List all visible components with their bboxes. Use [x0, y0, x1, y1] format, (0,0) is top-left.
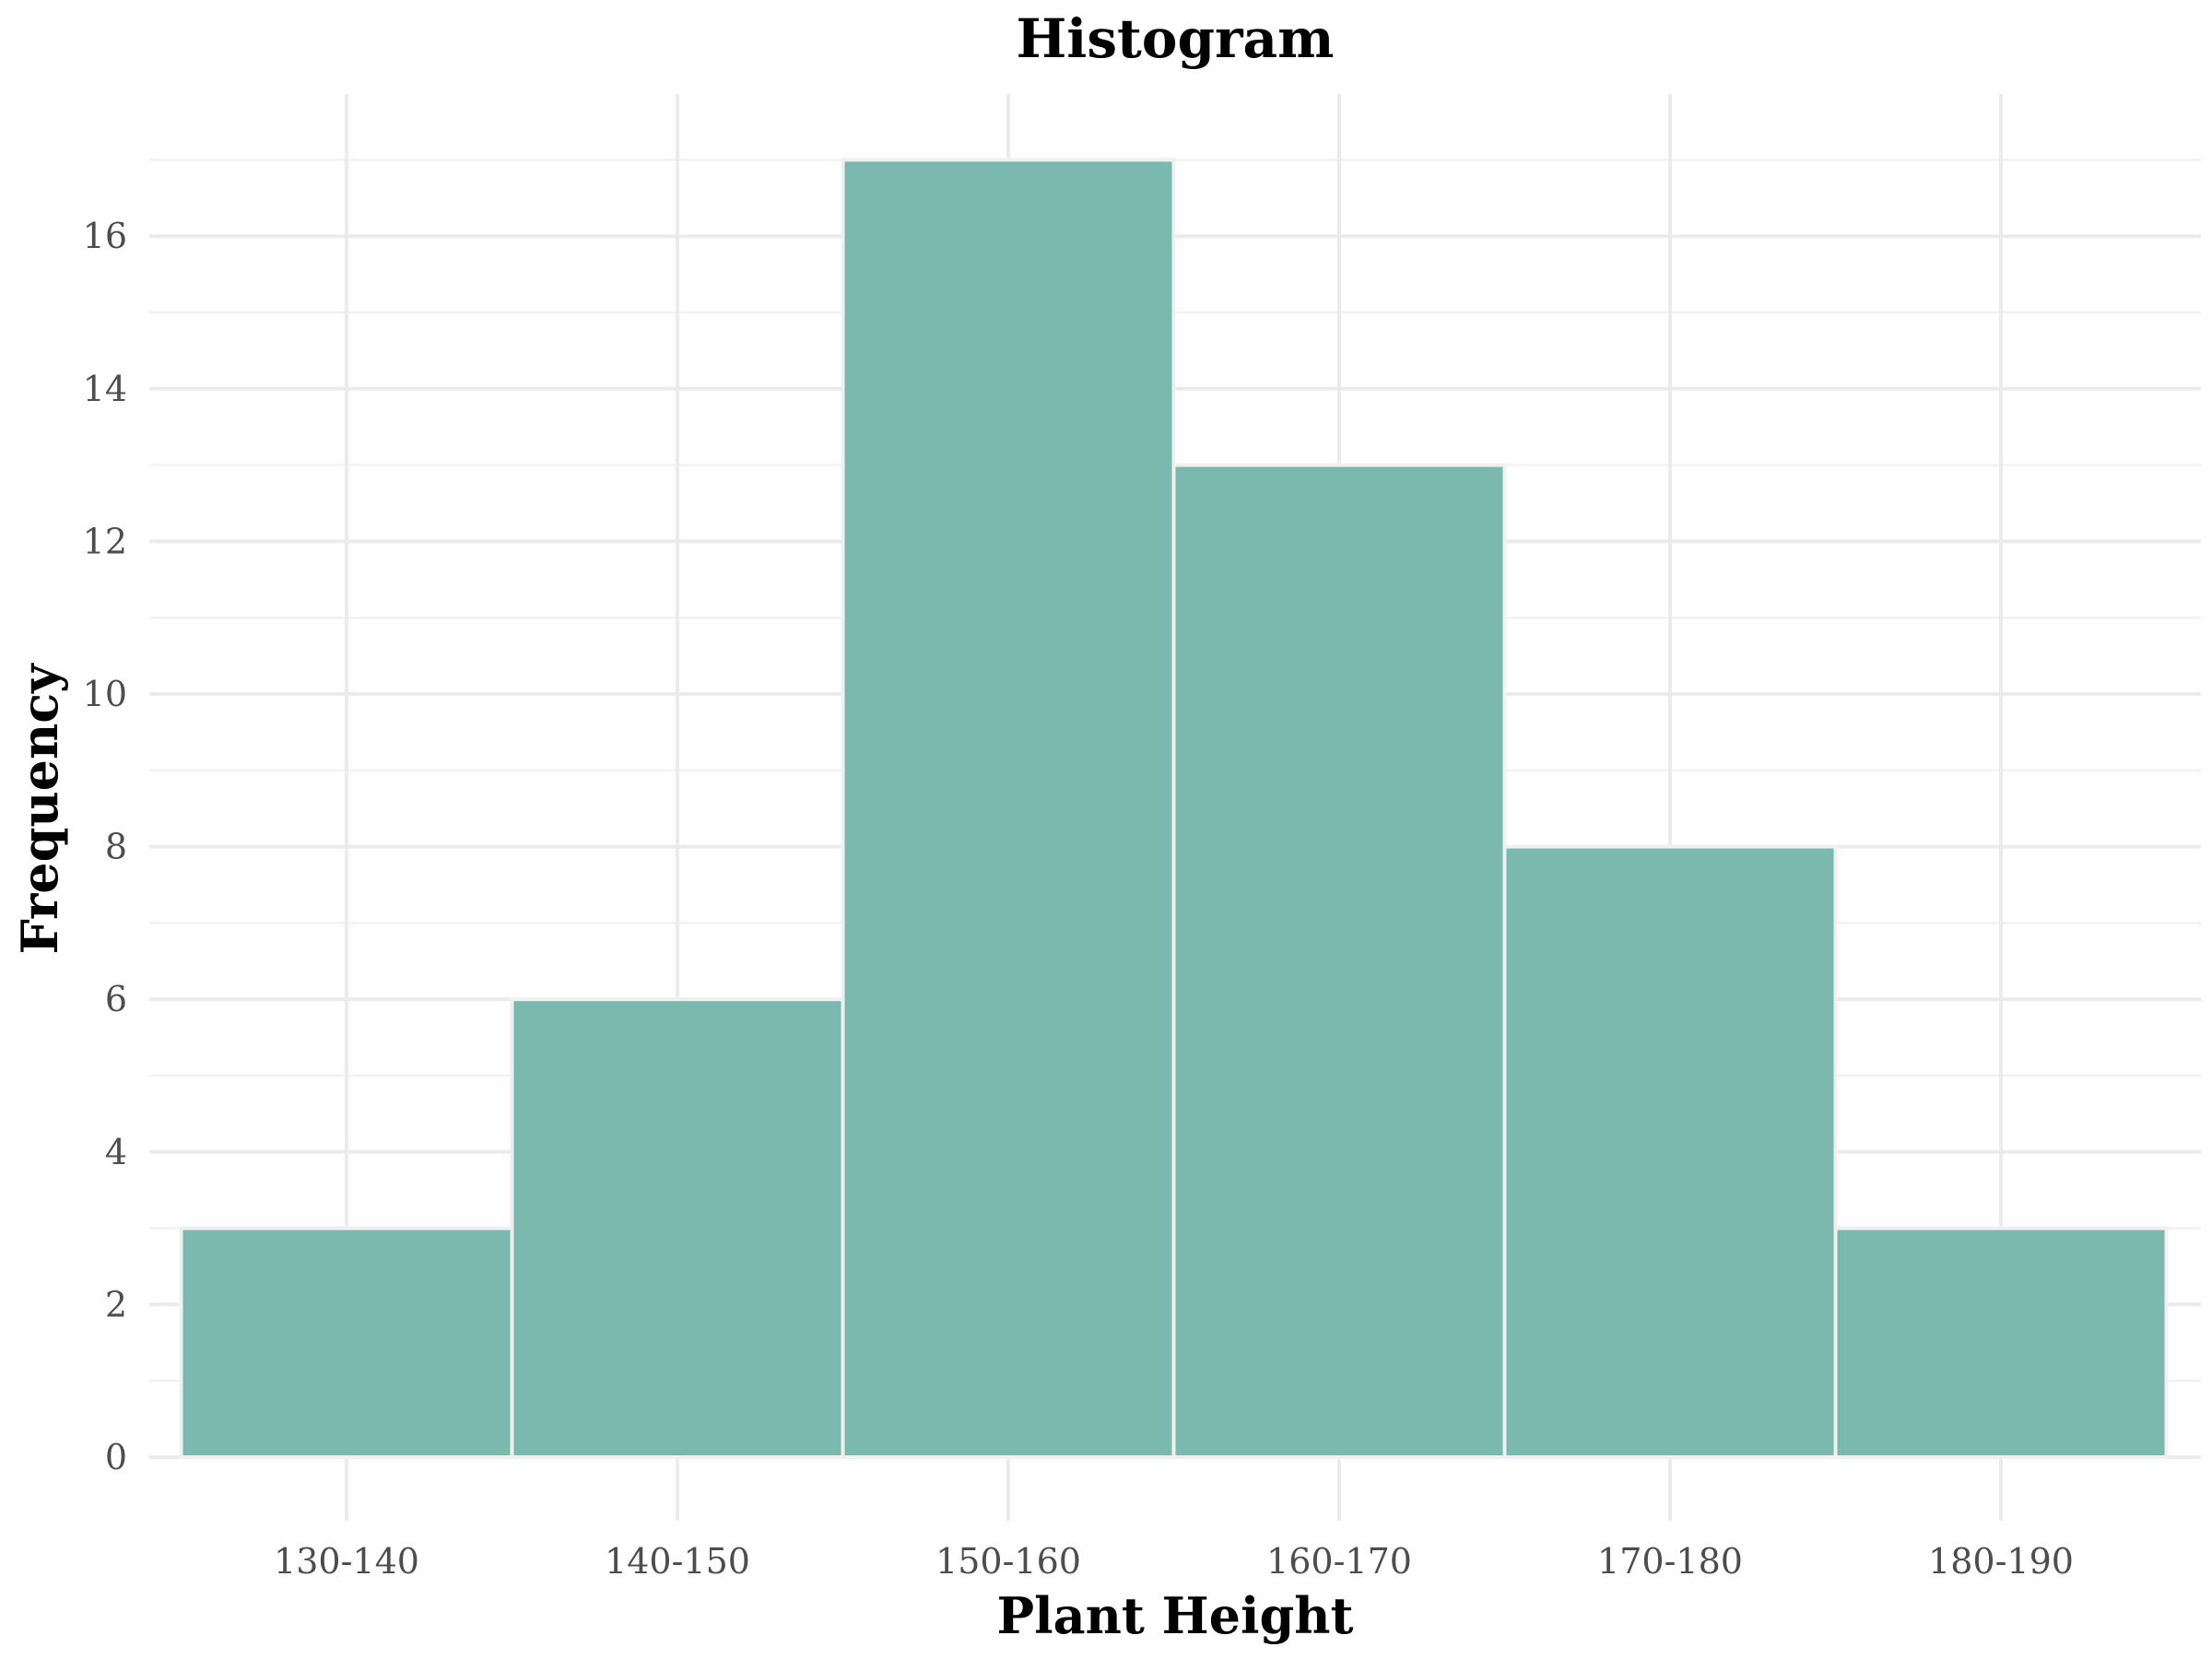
y-tick-label: 6 — [105, 979, 127, 1019]
x-tick-labels: 130-140 140-150 150-160 160-170 170-180 180-1… — [274, 1541, 2074, 1582]
y-tick-label: 0 — [105, 1437, 127, 1477]
histogram-bar — [1171, 463, 1507, 1460]
y-tick-label: 12 — [83, 521, 127, 561]
y-tick-label: 10 — [83, 674, 127, 714]
x-tick-label: 180-190 — [1928, 1541, 2074, 1582]
x-tick-label: 130-140 — [274, 1541, 419, 1582]
bars — [179, 158, 2169, 1460]
x-tick-label: 170-180 — [1597, 1541, 1743, 1582]
histogram-bar — [510, 997, 845, 1459]
x-tick-label: 150-160 — [935, 1541, 1081, 1582]
y-tick-label: 8 — [105, 827, 127, 867]
histogram-bar — [1502, 844, 1838, 1459]
x-tick-label: 140-150 — [605, 1541, 750, 1582]
y-tick-label: 2 — [105, 1284, 127, 1324]
y-tick-label: 14 — [83, 369, 127, 409]
y-tick-labels: 0 2 4 6 8 10 12 14 16 — [83, 216, 127, 1477]
y-tick-label: 4 — [105, 1132, 127, 1172]
y-axis-title: Frequency — [10, 663, 69, 955]
x-axis-title: Plant Height — [997, 1586, 1354, 1645]
histogram-bar — [179, 1226, 514, 1459]
x-tick-label: 160-170 — [1266, 1541, 1412, 1582]
chart-title: Histogram — [1016, 7, 1334, 70]
y-tick-label: 16 — [83, 216, 127, 256]
histogram-bar — [841, 158, 1176, 1459]
histogram-bar — [1833, 1226, 2169, 1459]
